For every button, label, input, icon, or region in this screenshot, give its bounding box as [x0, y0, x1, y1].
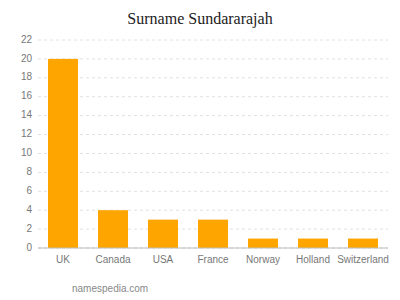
- grid-line: [38, 248, 388, 249]
- bar: [248, 239, 278, 248]
- grid-line: [38, 96, 388, 97]
- grid-line: [38, 115, 388, 116]
- grid-line: [38, 134, 388, 135]
- y-tick-label: 8: [26, 166, 32, 177]
- x-axis: UK Canada USA France Norway Holland Switzerlan…: [38, 248, 389, 265]
- y-tick-label: 18: [21, 71, 33, 82]
- y-tick-label: 12: [21, 128, 33, 139]
- y-tick-label: 22: [21, 34, 33, 45]
- y-tick-label: 16: [21, 90, 33, 101]
- grid-line: [38, 58, 388, 59]
- bar: [48, 59, 78, 248]
- grid-line: [38, 153, 388, 154]
- y-axis: 0 2 4 6 8 10 12 14 16 18 20 22: [21, 34, 33, 253]
- y-tick-label: 14: [21, 109, 33, 120]
- x-tick-label: Norway: [246, 254, 280, 265]
- y-tick-label: 0: [26, 242, 32, 253]
- x-tick-label: Switzerland: [337, 254, 389, 265]
- y-tick-label: 4: [26, 204, 32, 215]
- grid: [38, 40, 388, 248]
- grid-line: [38, 77, 388, 78]
- x-tick-label: UK: [56, 254, 70, 265]
- bar: [98, 210, 128, 248]
- x-tick-label: Canada: [95, 254, 130, 265]
- y-tick-label: 20: [21, 53, 33, 64]
- y-tick-label: 6: [26, 185, 32, 196]
- chart-container: 0 2 4 6 8 10 12 14 16 18 20 22 UK Canada USA France Norw…: [0, 0, 400, 300]
- watermark: namespedia.com: [72, 283, 148, 294]
- grid-line: [38, 210, 388, 211]
- bar: [198, 220, 228, 248]
- x-tick-label: France: [197, 254, 229, 265]
- y-tick-label: 2: [26, 223, 32, 234]
- grid-line: [38, 172, 388, 173]
- bars: [48, 59, 378, 248]
- grid-line: [38, 40, 388, 41]
- bar: [348, 239, 378, 248]
- bar: [148, 220, 178, 248]
- x-axis-line: [38, 248, 388, 249]
- chart-title: Surname Sundararajah: [127, 10, 272, 28]
- y-tick-label: 10: [21, 147, 33, 158]
- grid-line: [38, 191, 388, 192]
- x-tick-label: Holland: [296, 254, 330, 265]
- x-tick-label: USA: [153, 254, 174, 265]
- chart-svg: 0 2 4 6 8 10 12 14 16 18 20 22 UK Canada USA France Norw…: [0, 0, 400, 300]
- bar: [298, 239, 328, 248]
